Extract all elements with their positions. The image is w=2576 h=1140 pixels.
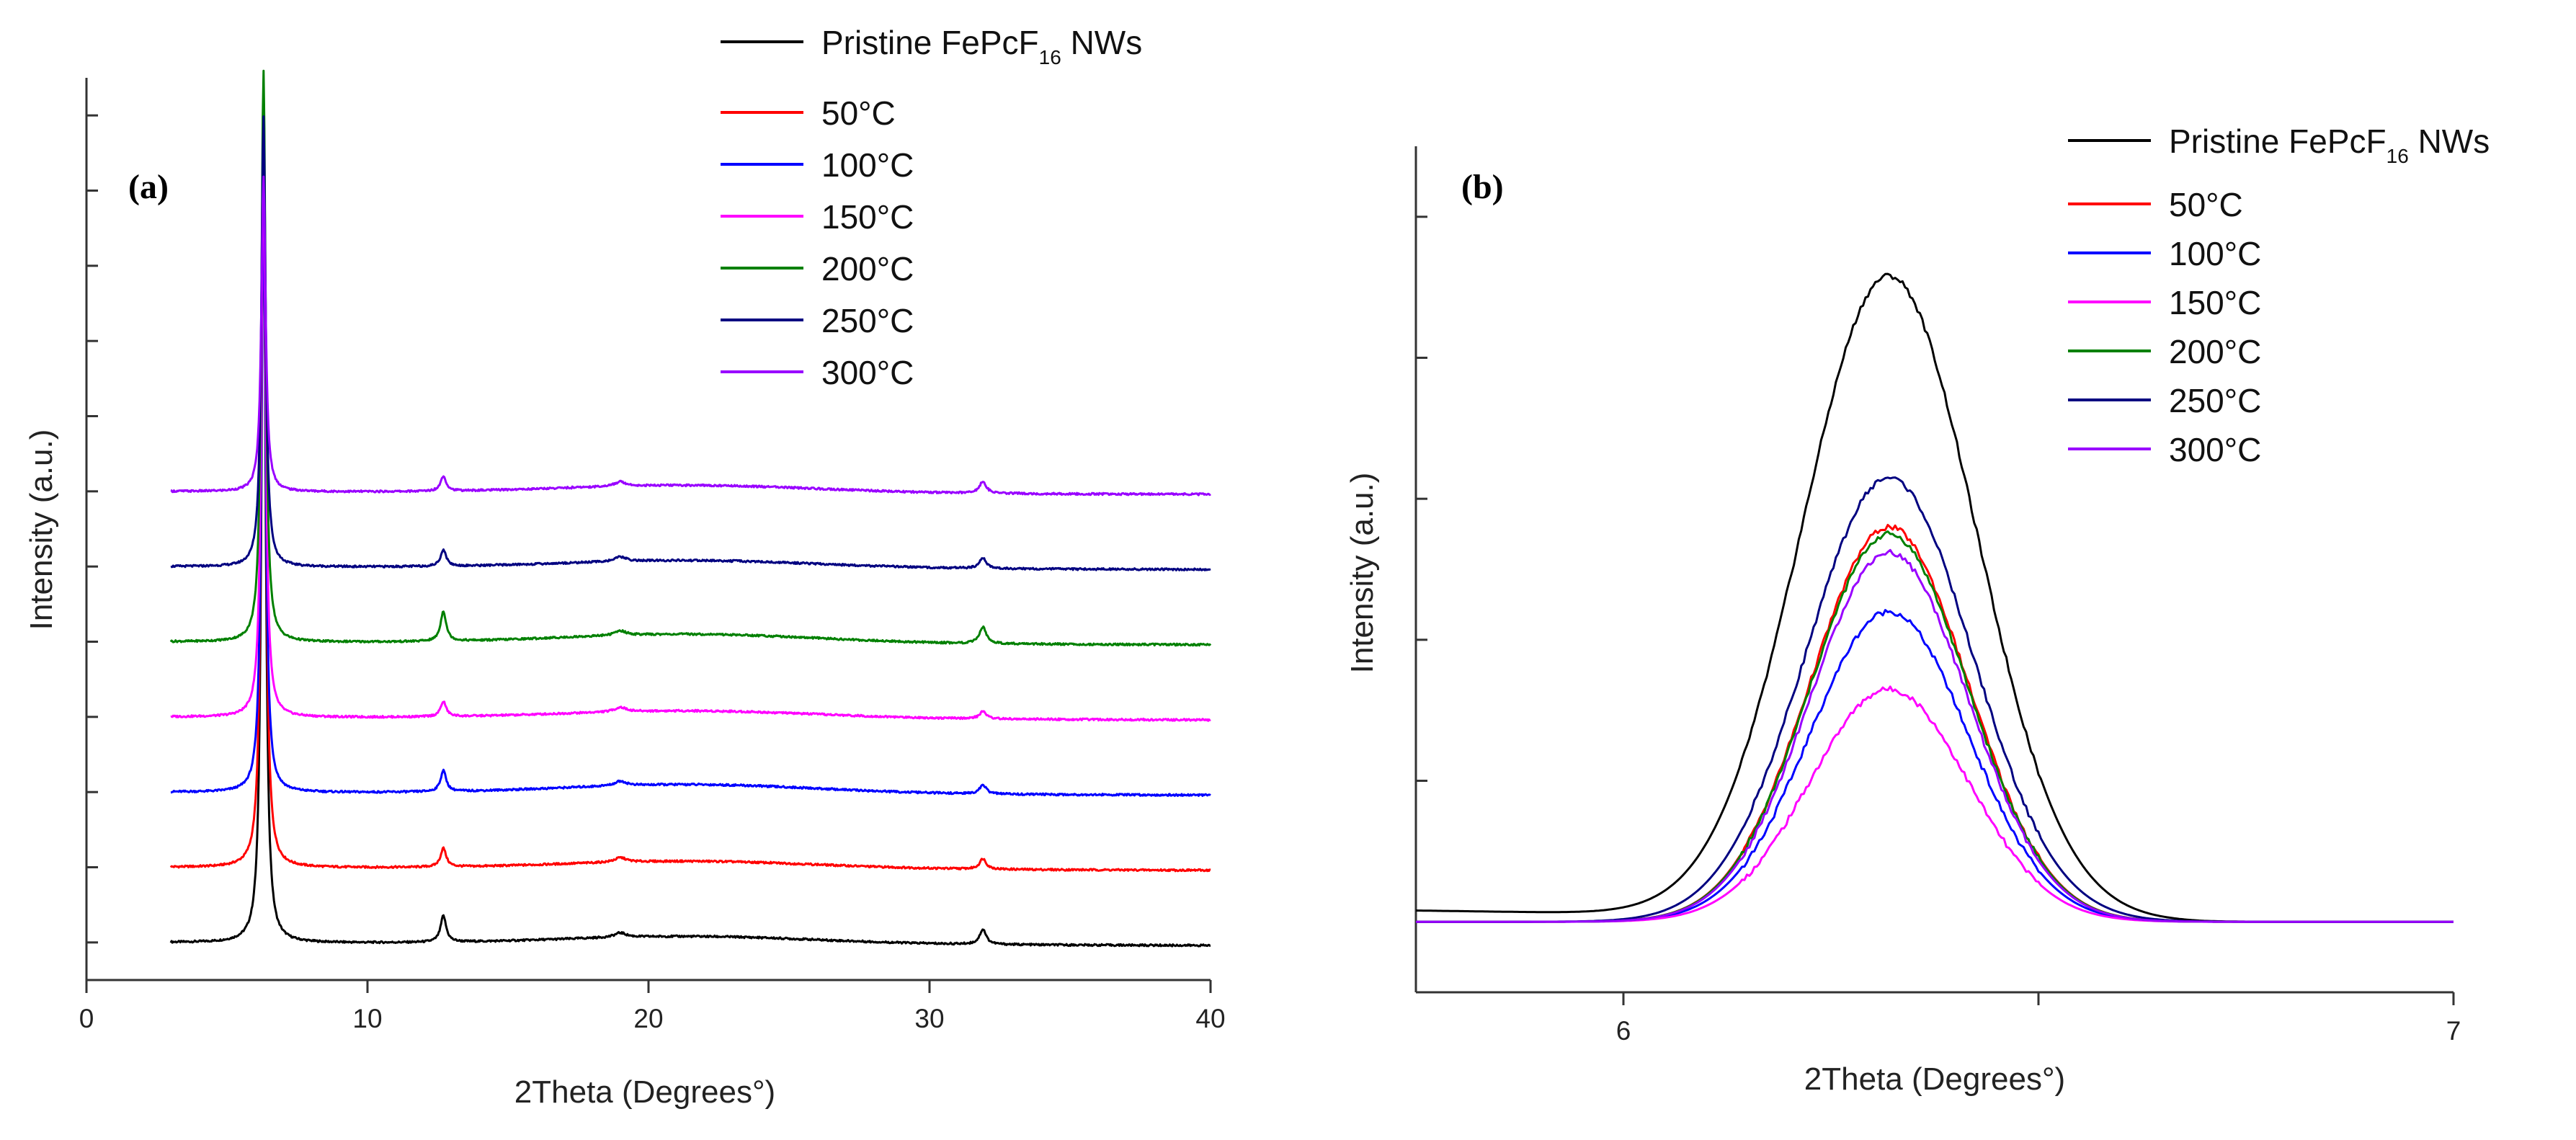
panel-b-legend: Pristine FePcF16 NWs 50°C 100°C 150°C 200°C… bbox=[2068, 123, 2490, 468]
panel-a-x-tick-label: 20 bbox=[633, 1004, 663, 1033]
panel-b-legend-label-pristine: Pristine FePcF16 NWs bbox=[2169, 123, 2490, 167]
panel-a-legend-label-50c: 50°C bbox=[821, 94, 896, 132]
panel-b-line-250c bbox=[1416, 476, 2454, 923]
panel-a-x-ticks: 0 10 20 30 40 bbox=[79, 980, 1226, 1033]
panel-a-legend-label-250c: 250°C bbox=[821, 302, 914, 339]
panel-b-legend-label-250c: 250°C bbox=[2169, 382, 2261, 419]
panel-a-legend-label-pristine: Pristine FePcF16 NWs bbox=[821, 24, 1142, 68]
panel-a-legend-label-100c: 100°C bbox=[821, 146, 914, 184]
panel-b-legend-label-150c: 150°C bbox=[2169, 284, 2261, 321]
panel-a-series-lines bbox=[169, 69, 1212, 948]
panel-a-line-200c bbox=[169, 69, 1212, 647]
panel-a-line-300c bbox=[170, 175, 1211, 496]
panel-a-x-tick-label: 40 bbox=[1195, 1004, 1225, 1033]
panel-a-legend-label-300c: 300°C bbox=[821, 354, 914, 391]
panel-b-line-pristine-fepcf16-nws bbox=[1415, 272, 2454, 923]
panel-b-line-150c bbox=[1416, 685, 2454, 923]
panel-b-legend-label-100c: 100°C bbox=[2169, 235, 2261, 272]
panel-b-legend-label-50c: 50°C bbox=[2169, 186, 2243, 223]
panel-b-line-300c bbox=[1416, 548, 2454, 923]
panel-a-line-150c bbox=[170, 151, 1211, 722]
panel-b-label: (b) bbox=[1461, 168, 1504, 206]
panel-a-legend-label-150c: 150°C bbox=[821, 198, 914, 236]
panel-a-y-ticks bbox=[86, 114, 98, 944]
panel-a-x-tick-label: 10 bbox=[352, 1004, 382, 1033]
panel-a-label: (a) bbox=[128, 168, 169, 206]
panel-a-legend: Pristine FePcF16 NWs 50°C 100°C 150°C 200°C… bbox=[721, 24, 1142, 391]
panel-a-line-pristine-fepcf16-nws bbox=[169, 174, 1211, 948]
panel-a-line-50c bbox=[169, 121, 1211, 873]
panel-b-legend-label-200c: 200°C bbox=[2169, 333, 2261, 370]
panel-a-x-axis-title: 2Theta (Degrees°) bbox=[514, 1074, 775, 1110]
panel-b-series-lines bbox=[1415, 272, 2454, 923]
panel-a-x-tick-label: 0 bbox=[79, 1004, 94, 1033]
panel-b-x-tick-label: 6 bbox=[1616, 1016, 1631, 1046]
panel-a-y-axis-title: Intensity (a.u.) bbox=[24, 429, 59, 631]
panel-a-x-tick-label: 30 bbox=[914, 1004, 944, 1033]
panel-b-y-axis-title: Intensity (a.u.) bbox=[1345, 473, 1380, 674]
panel-a-line-250c bbox=[170, 115, 1211, 571]
panel-b-x-tick-label: 7 bbox=[2446, 1016, 2461, 1046]
panel-a: (a) 0 10 20 30 40 2Theta (Degrees°) Intensit… bbox=[24, 24, 1226, 1110]
panel-a-line-100c bbox=[170, 190, 1211, 797]
panel-b-line-200c bbox=[1416, 530, 2454, 923]
panel-b-legend-label-300c: 300°C bbox=[2169, 431, 2261, 468]
panel-b-line-100c bbox=[1416, 609, 2454, 923]
panel-b-y-ticks bbox=[1416, 215, 1427, 923]
panel-b-x-axis-title: 2Theta (Degrees°) bbox=[1804, 1061, 2065, 1097]
panel-a-legend-label-200c: 200°C bbox=[821, 250, 914, 288]
